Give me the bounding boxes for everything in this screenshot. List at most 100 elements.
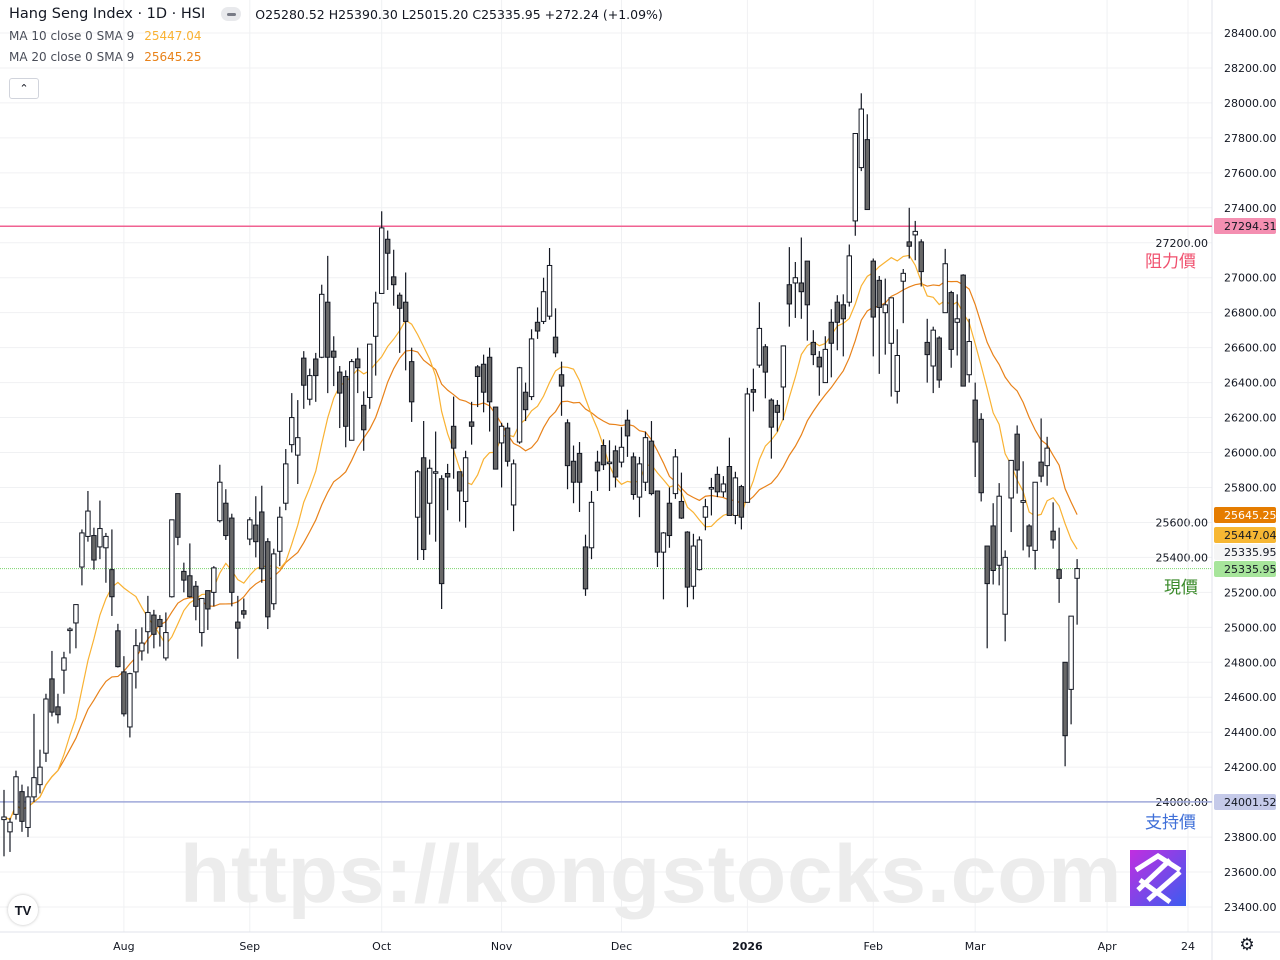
- candle-body: [1062, 661, 1068, 737]
- candle-body: [534, 321, 541, 332]
- candle-body: [61, 657, 67, 671]
- candle-body: [870, 260, 876, 318]
- candle: [313, 352, 319, 402]
- candle: [624, 409, 631, 457]
- site-logo: [1130, 850, 1186, 906]
- candle: [97, 500, 103, 560]
- candle: [1044, 436, 1050, 486]
- x-tick-label: 2026: [732, 940, 763, 953]
- candle-body: [972, 399, 978, 443]
- ma20-price-tag: 25645.25: [1214, 507, 1277, 523]
- candle-body: [894, 355, 900, 392]
- candle-body: [1020, 500, 1026, 503]
- ma10-legend[interactable]: MA 10 close 0 SMA 9 25447.04: [9, 29, 663, 43]
- candle-body: [792, 277, 799, 284]
- candle-body: [390, 276, 397, 286]
- gear-icon[interactable]: ⚙: [1239, 935, 1255, 955]
- price-tag-bg: [1214, 561, 1276, 577]
- candle-body: [900, 272, 906, 282]
- candle: [660, 532, 667, 600]
- candle-body: [468, 421, 475, 427]
- candle: [594, 450, 601, 491]
- candle: [582, 534, 589, 596]
- candle-body: [55, 706, 61, 716]
- candle: [960, 274, 966, 387]
- candle: [702, 498, 709, 531]
- candle-body: [396, 294, 403, 309]
- candle: [235, 595, 241, 659]
- candle-body: [540, 291, 547, 322]
- candle: [486, 347, 493, 432]
- candle: [49, 650, 55, 717]
- candle: [7, 817, 13, 852]
- candle: [528, 329, 535, 401]
- candle: [319, 284, 325, 359]
- candle-body: [301, 357, 307, 386]
- candle: [936, 336, 942, 388]
- y-tick-label: 28400.00: [1224, 27, 1277, 40]
- candle: [834, 295, 841, 351]
- y-tick-label: 24000.00: [1156, 796, 1209, 809]
- candle-body: [954, 318, 960, 323]
- candle: [918, 239, 924, 287]
- candle: [229, 513, 235, 607]
- support-label: 支持價: [1145, 813, 1196, 833]
- candle: [474, 365, 481, 408]
- candle: [181, 562, 187, 593]
- candle: [1026, 524, 1032, 558]
- candle-body: [133, 645, 139, 673]
- candle: [432, 431, 439, 542]
- candle: [223, 489, 229, 540]
- tradingview-logo[interactable]: TV: [8, 895, 38, 925]
- resistance-price-tag: 27294.31: [1214, 218, 1277, 234]
- symbol-title[interactable]: Hang Seng Index · 1D · HSI: [9, 6, 206, 22]
- candle: [145, 595, 151, 654]
- candle-body: [103, 535, 109, 549]
- candle: [211, 566, 217, 607]
- candle-body: [948, 292, 954, 350]
- candle-body: [19, 791, 25, 822]
- chevron-up-icon: ⌃: [19, 82, 29, 95]
- y-tick-label: 24400.00: [1224, 726, 1277, 739]
- candle: [816, 351, 823, 396]
- candle-body: [187, 575, 193, 598]
- candle: [73, 604, 79, 649]
- candle-body: [882, 304, 888, 314]
- candle-body: [696, 539, 703, 571]
- collapse-legend-button[interactable]: ⌃: [9, 78, 39, 99]
- candle-body: [223, 502, 229, 537]
- candle: [966, 318, 972, 383]
- candle-body: [852, 133, 858, 222]
- candle: [115, 623, 121, 668]
- candle-body: [840, 304, 846, 320]
- candle: [1050, 502, 1056, 549]
- candle-body: [25, 796, 31, 828]
- candle-body: [289, 417, 295, 446]
- candle-body: [271, 553, 277, 605]
- candle-body: [456, 471, 463, 492]
- candle: [1062, 661, 1068, 767]
- y-tick-label: 23800.00: [1224, 831, 1277, 844]
- candle: [750, 368, 757, 412]
- candle-body: [1038, 461, 1044, 477]
- candle-body: [906, 241, 912, 247]
- candle: [187, 543, 193, 598]
- candle: [498, 422, 505, 488]
- candle-body: [7, 821, 13, 833]
- ma20-legend[interactable]: MA 20 close 0 SMA 9 25645.25: [9, 50, 663, 64]
- candle: [714, 466, 721, 498]
- candle: [61, 651, 67, 694]
- price-tag-bg: [1214, 507, 1276, 523]
- candle-body: [750, 389, 757, 393]
- candle-body: [594, 461, 601, 472]
- candle-body: [684, 531, 691, 588]
- candle-body: [211, 567, 217, 593]
- candle: [510, 459, 517, 532]
- price-tag-bg: [1214, 794, 1276, 810]
- candle: [534, 307, 541, 339]
- minus-icon[interactable]: [221, 7, 242, 21]
- y-tick-label: 25000.00: [1224, 621, 1277, 634]
- candle-body: [654, 490, 661, 553]
- candle-body: [786, 284, 793, 305]
